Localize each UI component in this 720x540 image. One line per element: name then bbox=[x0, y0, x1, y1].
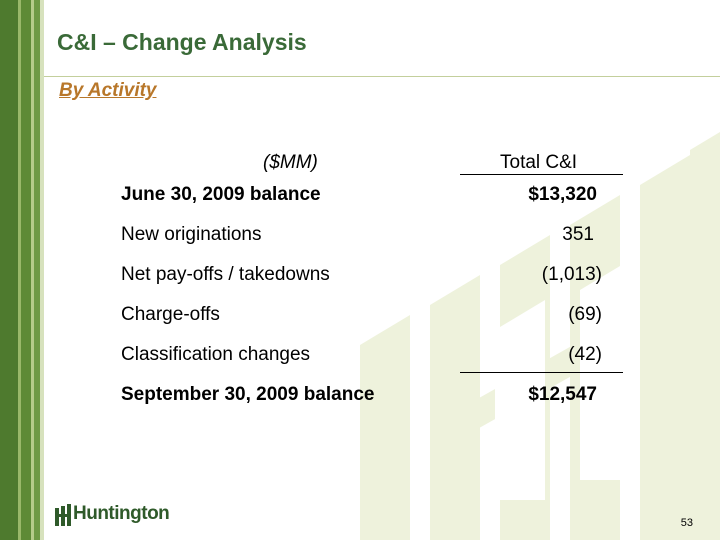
title-divider bbox=[44, 76, 720, 77]
page-title: C&I – Change Analysis bbox=[57, 29, 307, 55]
row-value-new-originations: 351 bbox=[562, 224, 594, 245]
row-value-september-balance: $12,547 bbox=[528, 384, 597, 405]
row-value-net-payoffs: (1,013) bbox=[541, 264, 602, 285]
section-subtitle: By Activity bbox=[59, 80, 157, 101]
page-number: 53 bbox=[680, 517, 693, 529]
row-value-charge-offs: (69) bbox=[568, 304, 602, 325]
row-label-june-balance: June 30, 2009 balance bbox=[121, 184, 321, 205]
total-rule bbox=[460, 372, 623, 373]
row-label-new-originations: New originations bbox=[121, 224, 262, 245]
logo-wordmark: Huntington bbox=[73, 503, 170, 524]
row-label-classification-changes: Classification changes bbox=[121, 344, 311, 365]
row-label-net-payoffs: Net pay-offs / takedowns bbox=[121, 264, 330, 285]
column-header: Total C&I bbox=[500, 152, 578, 173]
row-value-classification-changes: (42) bbox=[568, 344, 602, 365]
row-label-september-balance: September 30, 2009 balance bbox=[121, 384, 375, 405]
row-label-charge-offs: Charge-offs bbox=[121, 304, 220, 325]
huntington-logo-icon bbox=[55, 504, 71, 526]
header-underline bbox=[460, 174, 623, 175]
units-label: ($MM) bbox=[263, 152, 318, 173]
row-value-june-balance: $13,320 bbox=[528, 184, 597, 205]
decorative-stripes bbox=[0, 0, 44, 540]
